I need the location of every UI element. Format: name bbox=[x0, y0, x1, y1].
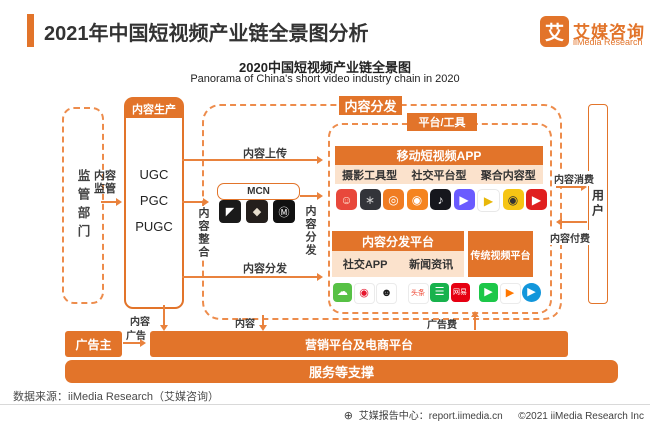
title-accent-bar bbox=[27, 14, 34, 47]
platform-tools-label: 平台/工具 bbox=[407, 113, 477, 131]
content-pay-label: 内容付费 bbox=[549, 230, 591, 245]
short-video-app-header: 移动短视频APP bbox=[335, 146, 543, 165]
content-consume-label: 内容消费 bbox=[553, 171, 595, 186]
app-icon-red-video: ▶ bbox=[526, 189, 547, 210]
chart-subtitle-cn: 2020中国短视频产业链全景图 bbox=[239, 60, 411, 75]
app-icon-tencent-video: ▶ bbox=[499, 283, 521, 304]
content-down-line-1 bbox=[163, 305, 165, 327]
ad-arrow-line bbox=[123, 342, 141, 344]
content-down-label-2: 内容 bbox=[235, 319, 255, 330]
app-icon-netease-news: 网易 bbox=[450, 283, 470, 302]
app-icon-weibo: ◉ bbox=[353, 283, 375, 304]
content-distribution-bottom-line bbox=[182, 276, 318, 278]
content-pay-line bbox=[561, 221, 587, 223]
content-distribution-title: 内容分发 bbox=[339, 96, 402, 115]
mcn-to-platform-line bbox=[300, 195, 318, 197]
distribution-category-label: 新闻资讯 bbox=[409, 259, 454, 271]
production-item: UGC bbox=[139, 167, 169, 182]
content-supervision-label: 内容监管 bbox=[94, 170, 116, 195]
footer-divider bbox=[0, 404, 650, 405]
app-icon-youku: ▶ bbox=[522, 283, 541, 302]
regulator-box: 监管部门 bbox=[62, 107, 104, 304]
content-consume-arrowhead bbox=[581, 183, 587, 191]
ad-fee-arrowhead bbox=[471, 311, 479, 317]
app-icon-weishi: ▶ bbox=[453, 189, 475, 210]
content-down-arrowhead-1 bbox=[160, 325, 168, 331]
content-consume-line bbox=[556, 186, 582, 188]
app-category-label: 社交平台型 bbox=[411, 169, 467, 182]
distribution-platform-categories: 社交APP 新闻资讯 bbox=[332, 251, 464, 277]
production-to-mcn-arrowhead bbox=[203, 198, 209, 206]
supervision-arrowhead bbox=[116, 198, 122, 206]
app-icon-douyin: ♪ bbox=[430, 189, 451, 210]
mcn-logos-row: ◤ ◆ Ⓜ bbox=[219, 200, 295, 223]
footer-bar: ⊕ 艾媒报告中心：report.iimedia.cn ©2021 iiMedia… bbox=[0, 407, 644, 422]
mcn-logo-1: ◤ bbox=[219, 200, 241, 223]
chart-subtitle-en: Panorama of China's short video industry… bbox=[190, 73, 460, 85]
app-category-label: 摄影工具型 bbox=[342, 169, 398, 182]
content-upload-arrowhead bbox=[317, 156, 323, 164]
iimedia-logo-icon: 艾 bbox=[540, 16, 569, 47]
content-down-label-1: 内容 bbox=[130, 317, 150, 328]
advertiser-box: 广告主 bbox=[65, 331, 122, 357]
ad-label: 广告 bbox=[126, 331, 146, 342]
app-icon-kuaishou: ◉ bbox=[406, 189, 428, 210]
content-down-line-2 bbox=[262, 315, 264, 327]
app-icon-triangle-play: ▶ bbox=[477, 189, 500, 212]
content-pay-arrowhead bbox=[556, 218, 562, 226]
supervision-arrow-line bbox=[101, 201, 117, 203]
mcn-to-platform-arrowhead bbox=[317, 192, 323, 200]
app-icon-xiaokaxiu: ☺ bbox=[336, 189, 357, 210]
content-upload-arrow-line bbox=[182, 159, 318, 161]
app-icon-wechat: ☁ bbox=[333, 283, 352, 302]
app-icon-iqiyi: ▶ bbox=[479, 283, 498, 302]
iimedia-logo-cn: 艾媒咨询 bbox=[573, 23, 645, 42]
content-production-box: 内容生产 UGC PGC PUGC bbox=[124, 97, 184, 309]
app-icon-dark-camera: ∗ bbox=[359, 189, 381, 210]
support-services-bar: 服务等支撑 bbox=[65, 360, 618, 383]
app-icon-vivavideo: ◎ bbox=[383, 189, 404, 210]
ad-arrowhead bbox=[140, 339, 146, 347]
app-icon-yellow-camera: ◉ bbox=[502, 189, 524, 210]
production-to-mcn-line bbox=[182, 201, 204, 203]
distribution-platform-icons: ☁ ◉ ☻ 头条 ☰ 网易 ▶ ▶ ▶ bbox=[333, 283, 541, 304]
app-icon-green-news: ☰ bbox=[430, 283, 449, 302]
app-icon-qq: ☻ bbox=[376, 283, 397, 304]
production-item: PUGC bbox=[135, 219, 173, 234]
content-integration-label: 内容整合 bbox=[195, 206, 211, 260]
copyright-text: ©2021 iiMedia Research Inc bbox=[518, 411, 644, 422]
mcn-logo-2: ◆ bbox=[246, 200, 268, 223]
report-center-link: 艾媒报告中心：report.iimedia.cn bbox=[358, 411, 503, 422]
globe-icon: ⊕ bbox=[343, 410, 353, 422]
content-distribution-bottom-arrowhead bbox=[317, 273, 323, 281]
user-label: 用户 bbox=[590, 189, 605, 219]
user-box: 用户 bbox=[588, 104, 608, 304]
distribution-category-label: 社交APP bbox=[342, 259, 388, 271]
data-source-note: 数据来源：iiMedia Research（艾媒咨询） bbox=[13, 391, 219, 403]
app-icon-toutiao: 头条 bbox=[407, 283, 429, 304]
mcn-box: MCN bbox=[217, 183, 300, 200]
content-down-arrowhead-2 bbox=[259, 325, 267, 331]
short-video-app-categories: 摄影工具型 社交平台型 聚合内容型 bbox=[335, 165, 543, 184]
marketing-ecommerce-bar: 营销平台及电商平台 bbox=[150, 331, 568, 357]
content-distribution-vertical-label: 内容分发 bbox=[302, 204, 318, 258]
ad-fee-label: 广告费 bbox=[427, 320, 457, 331]
iimedia-logo-en: iiMedia Research bbox=[573, 37, 643, 47]
content-distribution-bottom-label: 内容分发 bbox=[243, 263, 287, 275]
mcn-logo-3: Ⓜ bbox=[273, 200, 295, 223]
content-production-items: UGC PGC PUGC bbox=[126, 167, 182, 234]
distribution-platform-header: 内容分发平台 bbox=[332, 231, 464, 251]
content-upload-label: 内容上传 bbox=[243, 148, 287, 160]
traditional-video-platform-box: 传统视频平台 bbox=[468, 231, 533, 277]
content-production-header: 内容生产 bbox=[126, 99, 182, 118]
page-title: 2021年中国短视频产业链全景图分析 bbox=[44, 23, 369, 45]
short-video-app-icons: ☺ ∗ ◎ ◉ ♪ ▶ ▶ ◉ ▶ bbox=[336, 189, 547, 212]
ad-fee-line bbox=[474, 317, 476, 330]
production-item: PGC bbox=[139, 193, 169, 208]
app-category-label: 聚合内容型 bbox=[480, 169, 536, 182]
regulator-label: 监管部门 bbox=[75, 168, 90, 243]
